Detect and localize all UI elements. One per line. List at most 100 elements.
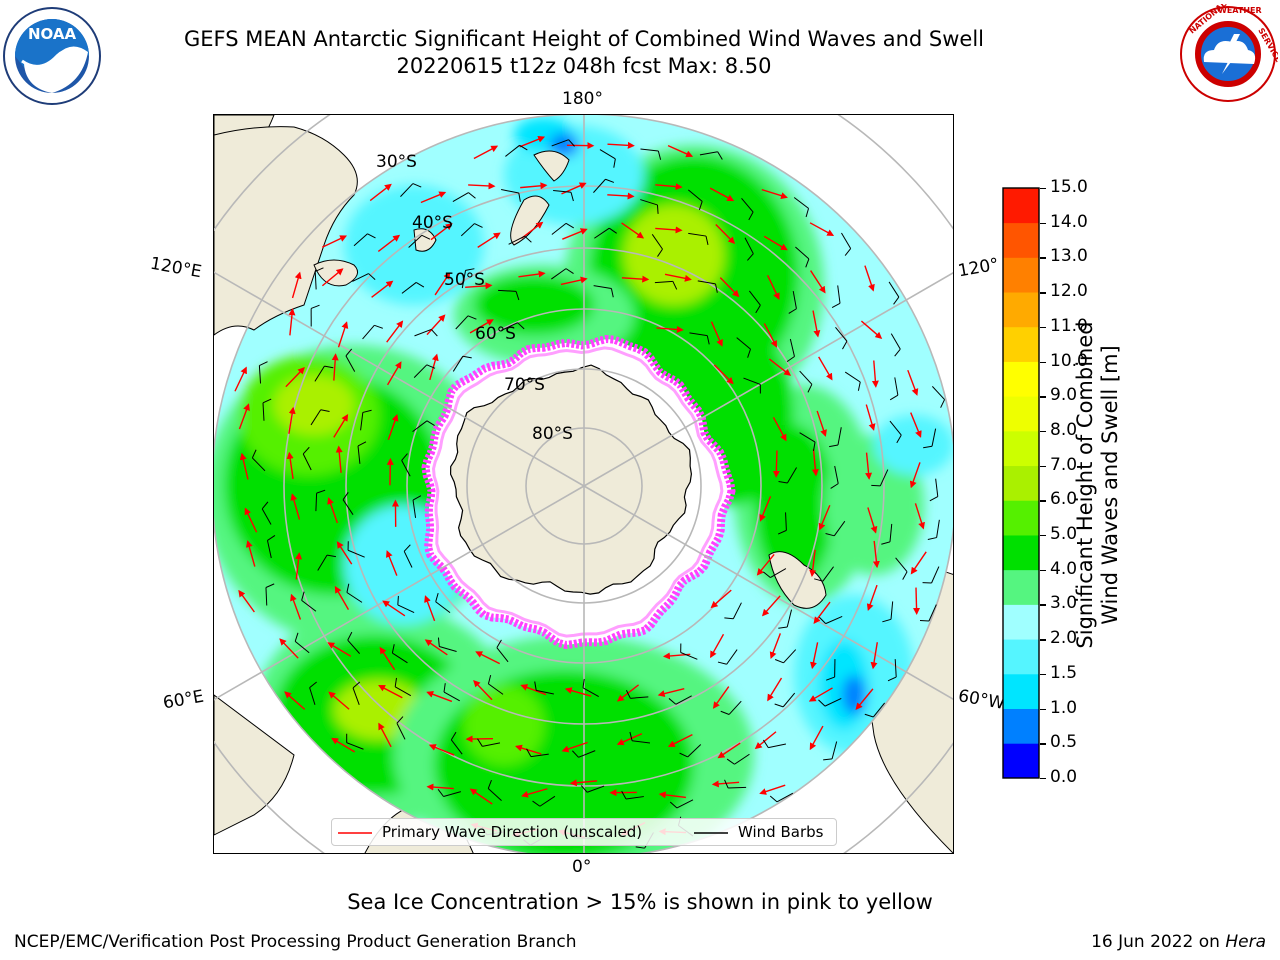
wind-barb [778, 609, 793, 629]
wave-arrow [291, 271, 302, 299]
wind-barbs [251, 139, 946, 849]
wave-arrow [865, 452, 873, 480]
colorbar-outline [1002, 187, 1040, 779]
chart-title-line2: 20220615 t12z 048h fcst Max: 8.50 [396, 54, 772, 78]
wind-barb [394, 677, 412, 697]
wave-arrow [715, 224, 736, 244]
wind-barb [799, 432, 816, 452]
colorbar-tick-label: 7.0 [1050, 454, 1078, 475]
wave-arrow [763, 323, 777, 348]
wave-arrow [761, 595, 781, 617]
colorbar-tick-label: 8.0 [1050, 419, 1078, 440]
colorbar-title-line2: Wind Waves and Swell [m] [1098, 345, 1122, 625]
colorbar-tick-mark [1040, 292, 1046, 294]
wave-arrow [560, 276, 588, 286]
wind-barb [625, 690, 649, 699]
wave-arrow [465, 282, 493, 290]
wave-arrow [387, 414, 399, 441]
wave-arrow [286, 451, 294, 479]
wind-barb [391, 644, 408, 664]
wind-barb [572, 750, 596, 758]
wind-barb [724, 602, 742, 620]
wave-arrow [607, 141, 635, 149]
wave-arrow [245, 540, 256, 567]
wind-barb [743, 377, 761, 394]
wave-arrow [866, 584, 878, 611]
wave-arrow [813, 601, 831, 624]
date-stamp: 16 Jun 2022 on Hera [1091, 932, 1266, 952]
wind-barb [888, 281, 900, 305]
wind-barb [437, 789, 461, 797]
wave-arrow [621, 222, 645, 239]
wave-arrow [377, 234, 401, 252]
colorbar-tick-mark [1040, 222, 1046, 225]
wave-arrow [713, 364, 734, 385]
wave-arrow [763, 235, 788, 251]
wind-barb [403, 544, 413, 568]
wave-arrow [428, 744, 455, 756]
wind-barb [294, 632, 310, 654]
wind-barb [450, 731, 463, 755]
wind-barb [929, 478, 939, 502]
colorbar-segment [1003, 361, 1039, 397]
wave-arrow [290, 593, 302, 620]
wave-arrow [616, 684, 640, 702]
wave-arrow [810, 270, 826, 294]
wave-arrow [914, 503, 925, 530]
wave-arrow [468, 182, 496, 190]
wind-barb [629, 731, 651, 744]
colorbar-segment [1003, 569, 1039, 605]
colorbar-tick-mark [1040, 326, 1046, 329]
wind-barb [346, 583, 363, 603]
wind-barb [265, 583, 275, 606]
colorbar-tick-label: 9.0 [1050, 385, 1078, 406]
colorbar-tick-mark [1040, 361, 1046, 363]
wave-arrow [759, 496, 772, 522]
wave-arrow [907, 369, 919, 396]
wave-arrow [818, 356, 833, 381]
barb-legend-line-icon [694, 832, 728, 834]
meridian-line [214, 271, 585, 487]
wave-arrow [772, 416, 787, 442]
colorbar-segment [1003, 604, 1039, 640]
machine-name: Hera [1225, 932, 1266, 952]
wind-barb [551, 139, 575, 147]
lat-label-70s: 70°S [504, 375, 545, 395]
sea-ice-note: Sea Ice Concentration > 15% is shown in … [347, 890, 933, 914]
colorbar-segment [1003, 465, 1039, 501]
colorbar-tick-mark [1040, 673, 1046, 676]
wave-arrow [469, 319, 494, 334]
wind-barb [345, 348, 356, 372]
lon-label-60w: 60°W [956, 686, 1007, 714]
wind-barb [786, 338, 795, 363]
wind-barb [890, 333, 901, 357]
colorbar-tick-label: 5.0 [1050, 524, 1078, 545]
wind-barb [505, 144, 528, 157]
colorbar-tick-mark [1040, 500, 1046, 502]
wind-barb [835, 327, 848, 350]
wave-arrow [910, 412, 922, 438]
colorbar-tick-label: 4.0 [1050, 558, 1078, 579]
wind-barb [594, 227, 617, 239]
wind-barb [864, 702, 886, 718]
wave-arrow [327, 642, 352, 657]
wind-barb [621, 790, 644, 800]
wind-barb [654, 280, 678, 290]
wind-barb [310, 409, 330, 426]
wind-barb [357, 441, 367, 464]
wind-barb [251, 449, 266, 472]
wind-barb [793, 197, 810, 218]
lon-label-120w: 120° [956, 254, 1001, 282]
wave-arrow [754, 731, 777, 750]
wind-barb [258, 361, 268, 384]
lon-label-0: 0° [572, 857, 592, 877]
wind-barb [687, 189, 703, 211]
wind-barb [640, 199, 659, 214]
wave-arrow [331, 737, 355, 753]
colorbar-tick-label: 0.0 [1050, 767, 1078, 787]
wind-barb [919, 604, 937, 622]
wind-barb [498, 289, 520, 301]
wave-arrow [717, 742, 741, 759]
wave-arrow [426, 691, 453, 703]
lat-label-50s: 50°S [444, 270, 485, 290]
